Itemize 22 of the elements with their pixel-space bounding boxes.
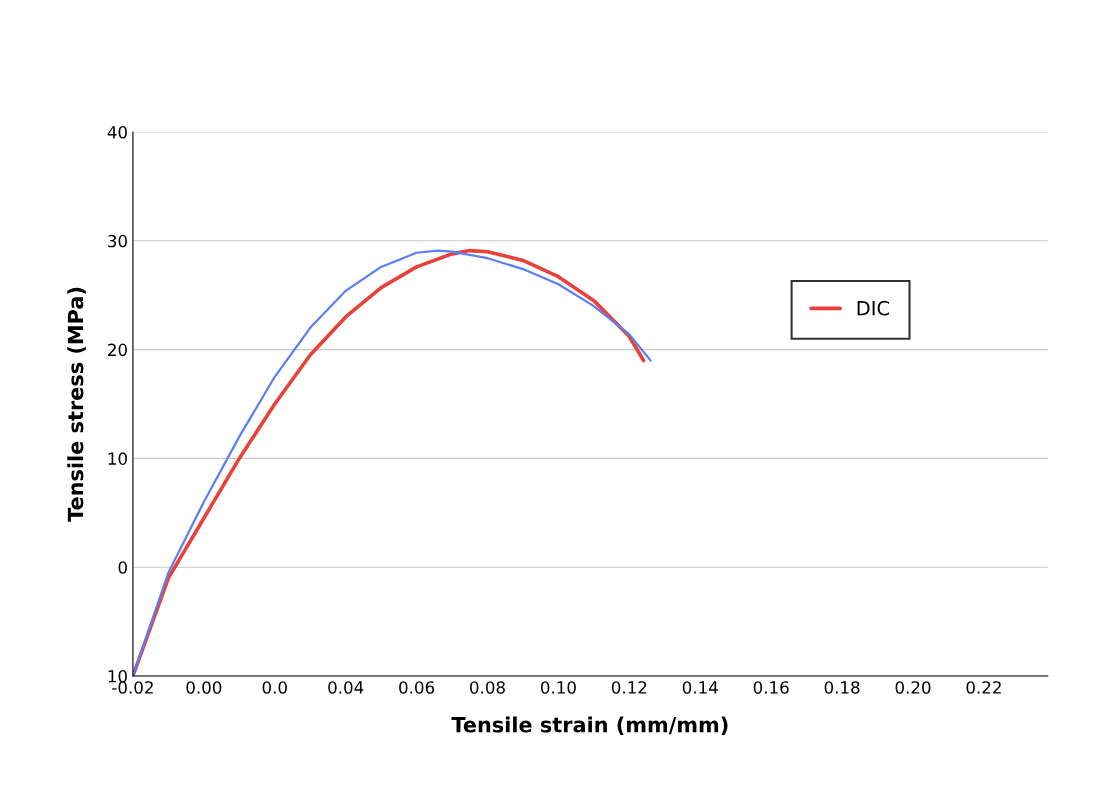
y-axis-title: Tensile stress (MPa) [67, 287, 86, 522]
x-tick-label: 0.22 [966, 681, 1001, 694]
legend-label: DIC [857, 300, 889, 316]
y-tick-label: 10 [108, 452, 127, 465]
x-tick-label: 0.20 [895, 681, 931, 694]
x-axis-title: Tensile strain (mm/mm) [451, 716, 728, 736]
y-tick-label: 40 [107, 125, 127, 139]
x-tick-label: 0.08 [470, 681, 505, 694]
y-tick-label: 20 [108, 343, 127, 357]
y-tick-label: 10 [108, 669, 127, 683]
x-tick-label: 0.0 [262, 681, 287, 694]
y-tick-label: 30 [108, 234, 127, 248]
x-tick-label: 0.10 [540, 681, 576, 694]
x-tick-label: 0.04 [328, 681, 364, 694]
y-tick-label: 0 [118, 561, 127, 574]
x-tick-label: 0.18 [824, 681, 860, 694]
x-tick-label: 0.00 [186, 681, 222, 694]
x-tick-label: 0.14 [682, 681, 718, 694]
x-tick-label: 0.12 [611, 681, 647, 694]
x-tick-label: -0.02 [112, 681, 153, 694]
x-tick-label: 0.06 [399, 681, 435, 694]
x-tick-label: 0.16 [753, 681, 789, 694]
